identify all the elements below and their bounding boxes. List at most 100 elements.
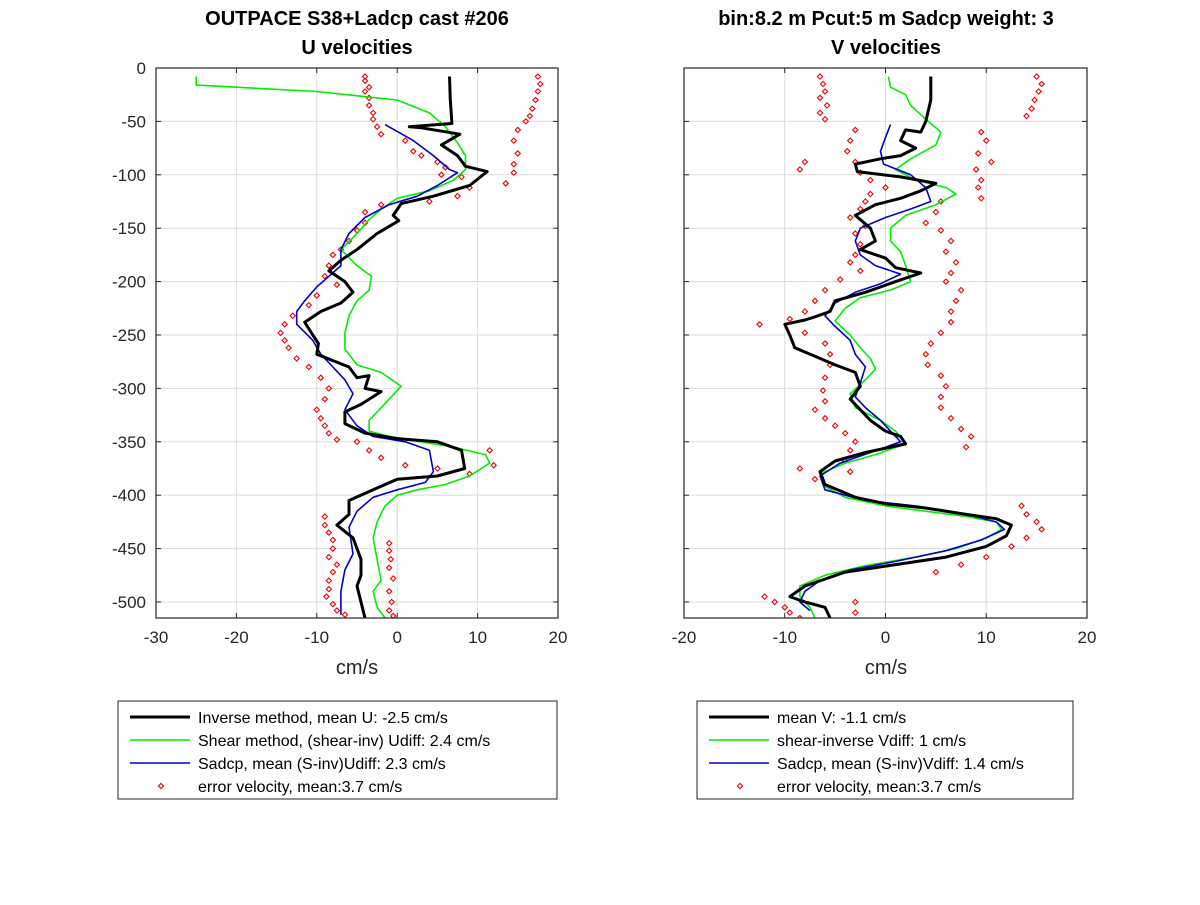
u-error-velocity-point [317,414,325,422]
v-error-velocity-point [821,414,829,422]
u-series-layer [195,73,544,618]
v-error-velocity-point [761,593,768,601]
u-legend-label-sadcp: Sadcp, mean (S-inv)Udiff: 2.3 cm/s [198,756,446,773]
v-error-velocity-point [942,278,950,285]
u-error-velocity-point [369,109,377,117]
v-error-velocity-point [796,166,804,173]
v-error-velocity-point [977,194,985,202]
u-y-tick-label: -300 [112,379,146,398]
u-error-velocity-point [333,436,341,444]
u-error-velocity-point [434,465,441,472]
u-error-velocity-point [321,521,329,529]
u-inverse-line [303,76,489,618]
u-x-tick-label: 20 [549,628,568,647]
u-y-tick-label: -450 [112,540,146,559]
v-error-velocity-point [771,598,779,606]
v-error-velocity-point [823,102,831,109]
v-error-velocity-point [841,429,849,437]
v-error-velocity-point [932,208,940,216]
u-y-tick-label: 0 [137,59,146,78]
u-error-velocity-point [365,102,373,109]
u-error-velocity-point [522,118,530,125]
v-error-velocity-point [922,350,930,358]
u-sadcp-line [295,123,459,615]
v-error-velocity-point [867,176,874,184]
v-error-velocity-point [846,446,854,454]
v-error-velocity-point [974,184,982,191]
v-ticks: -20 -10 0 10 20 [672,67,1096,647]
v-error-velocity-point [927,340,935,347]
u-error-velocity-point [369,115,377,123]
v-error-velocity-point [947,318,955,326]
v-error-velocity-point [1033,518,1040,526]
u-legend-box [117,700,558,800]
v-error-velocity-point [957,425,965,433]
v-x-tick-label: 0 [881,628,890,647]
u-error-velocity-point [325,429,333,437]
u-y-tick-label: -250 [112,326,146,345]
v-error-velocity-point [957,561,965,568]
v-error-velocity-point [831,422,839,430]
v-legend-swatch-error [736,782,744,790]
v-x-axis-label: cm/s [865,657,907,679]
v-error-velocity-point [932,568,940,576]
u-shear-line [195,76,491,618]
u-axes-frame [155,67,559,619]
u-error-velocity-point [377,454,385,462]
v-error-velocity-point [821,88,829,95]
u-error-velocity-point [325,585,333,593]
u-error-velocity-point [409,147,417,155]
u-error-velocity-point [365,83,373,91]
v-error-velocity-point [937,329,945,337]
u-error-velocity-point [321,513,329,520]
u-error-velocity-point [365,446,373,454]
v-legend-label-sadcp: Sadcp, mean (S-inv)Vdiff: 1.4 cm/s [777,756,1024,773]
u-x-tick-label: -30 [144,628,169,647]
v-error-velocity-point [781,603,789,611]
u-error-velocity-point [401,137,409,144]
v-error-velocity-point [937,372,945,379]
v-error-velocity-point [957,286,965,294]
u-error-velocity-point [329,251,337,259]
u-error-velocity-point [528,105,536,112]
u-y-tick-label: -400 [112,486,146,505]
v-error-velocity-point [836,276,844,283]
u-error-velocity-point [305,363,313,371]
v-error-velocity-point [846,137,854,144]
u-error-velocity-point [325,577,333,584]
v-error-velocity-point [974,150,982,157]
u-error-velocity-point [373,123,381,131]
u-error-velocity-point [321,422,329,430]
v-error-velocity-point [952,297,960,305]
v-legend: mean V: -1.1 cm/s shear-inverse Vdiff: 1 … [696,700,1074,800]
u-legend-label-error: error velocity, mean:3.7 cm/s [198,779,402,796]
u-error-velocity-point [281,320,289,328]
u-legend-swatch-error [157,782,165,790]
v-error-velocity-point [1031,96,1038,104]
u-error-velocity-markers [277,73,544,618]
v-error-velocity-point [826,350,834,358]
u-error-velocity-point [285,344,293,352]
u-error-velocity-point [341,611,349,618]
u-error-velocity-point [387,555,395,563]
u-grid [155,67,559,618]
v-error-velocity-point [972,166,980,173]
u-error-velocity-point [325,553,333,561]
u-error-velocity-point [385,539,393,547]
u-error-velocity-point [377,130,385,138]
u-error-velocity-point [458,173,465,181]
v-error-velocity-point [801,158,809,166]
u-x-tick-label: 10 [468,628,487,647]
u-error-velocity-point [536,80,544,88]
v-error-velocity-point [942,382,950,390]
v-error-velocity-point [851,230,859,237]
v-error-velocity-point [851,126,859,134]
u-error-velocity-point [329,600,337,608]
u-error-velocity-point [361,73,369,80]
v-error-velocity-point [821,115,829,123]
u-error-velocity-point [389,575,397,582]
u-y-tick-label: -200 [112,273,146,292]
v-error-velocity-point [1023,511,1030,518]
u-error-velocity-point [321,395,329,403]
u-plot-area [195,73,544,618]
